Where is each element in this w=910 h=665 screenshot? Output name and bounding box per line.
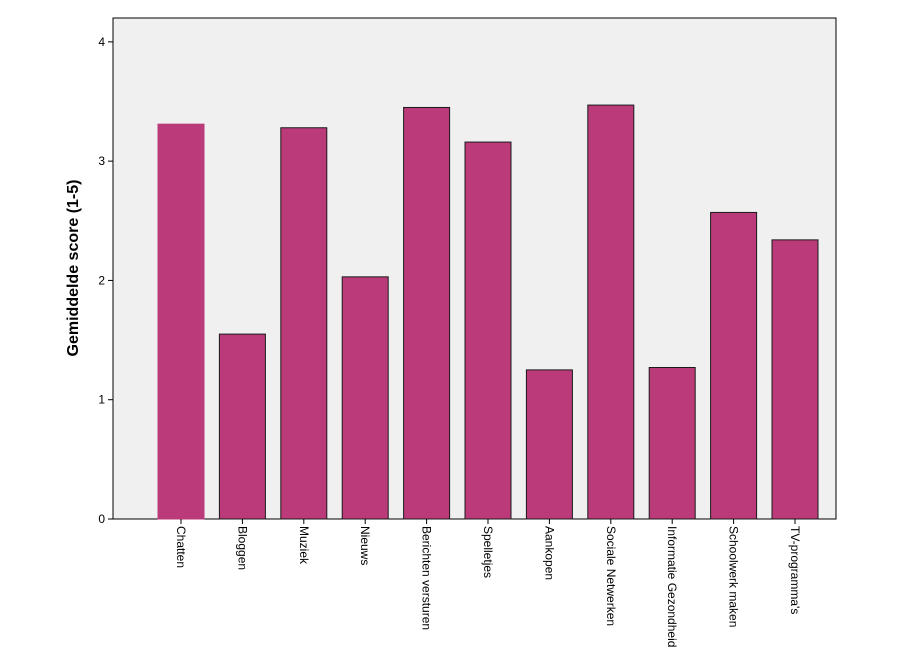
x-tick-label: Schoolwerk maken (727, 526, 741, 627)
y-tick-label: 4 (98, 35, 105, 49)
bar-2 (218, 333, 266, 520)
x-tick-label: TV-programma's (788, 526, 802, 614)
x-tick-label: Aankopen (542, 526, 556, 580)
bar-5 (403, 106, 451, 520)
x-tick-label: Spelletjes (481, 526, 495, 578)
bars-group (157, 104, 819, 520)
x-axis-ticks: Chatten Bloggen Muziek Nieuws Berichten vers… (174, 519, 802, 647)
x-tick-label: Chatten (174, 526, 188, 568)
x-tick-label: Berichten versturen (420, 526, 434, 630)
y-tick-label: 0 (98, 512, 105, 526)
bar-7 (525, 369, 573, 520)
bar-11 (771, 239, 819, 520)
bar-3 (280, 127, 328, 520)
x-tick-label: Nieuws (358, 526, 372, 565)
bar-10 (710, 211, 758, 520)
bar-6 (464, 141, 512, 520)
x-tick-label: Muziek (297, 526, 311, 565)
bar-4 (341, 276, 389, 520)
x-tick-label: Bloggen (235, 526, 249, 570)
y-tick-label: 3 (98, 154, 105, 168)
bar-1 (157, 123, 205, 520)
x-tick-label: Sociale Netwerken (604, 526, 618, 626)
y-axis-title: Gemiddelde score (1-5) (65, 180, 82, 357)
y-axis-ticks: 0 1 2 3 4 (98, 35, 113, 526)
y-tick-label: 1 (98, 393, 105, 407)
y-tick-label: 2 (98, 273, 105, 287)
bar-8 (587, 104, 635, 520)
x-tick-label: Informatie Gezondheid (665, 526, 679, 647)
bar-9 (648, 367, 696, 520)
